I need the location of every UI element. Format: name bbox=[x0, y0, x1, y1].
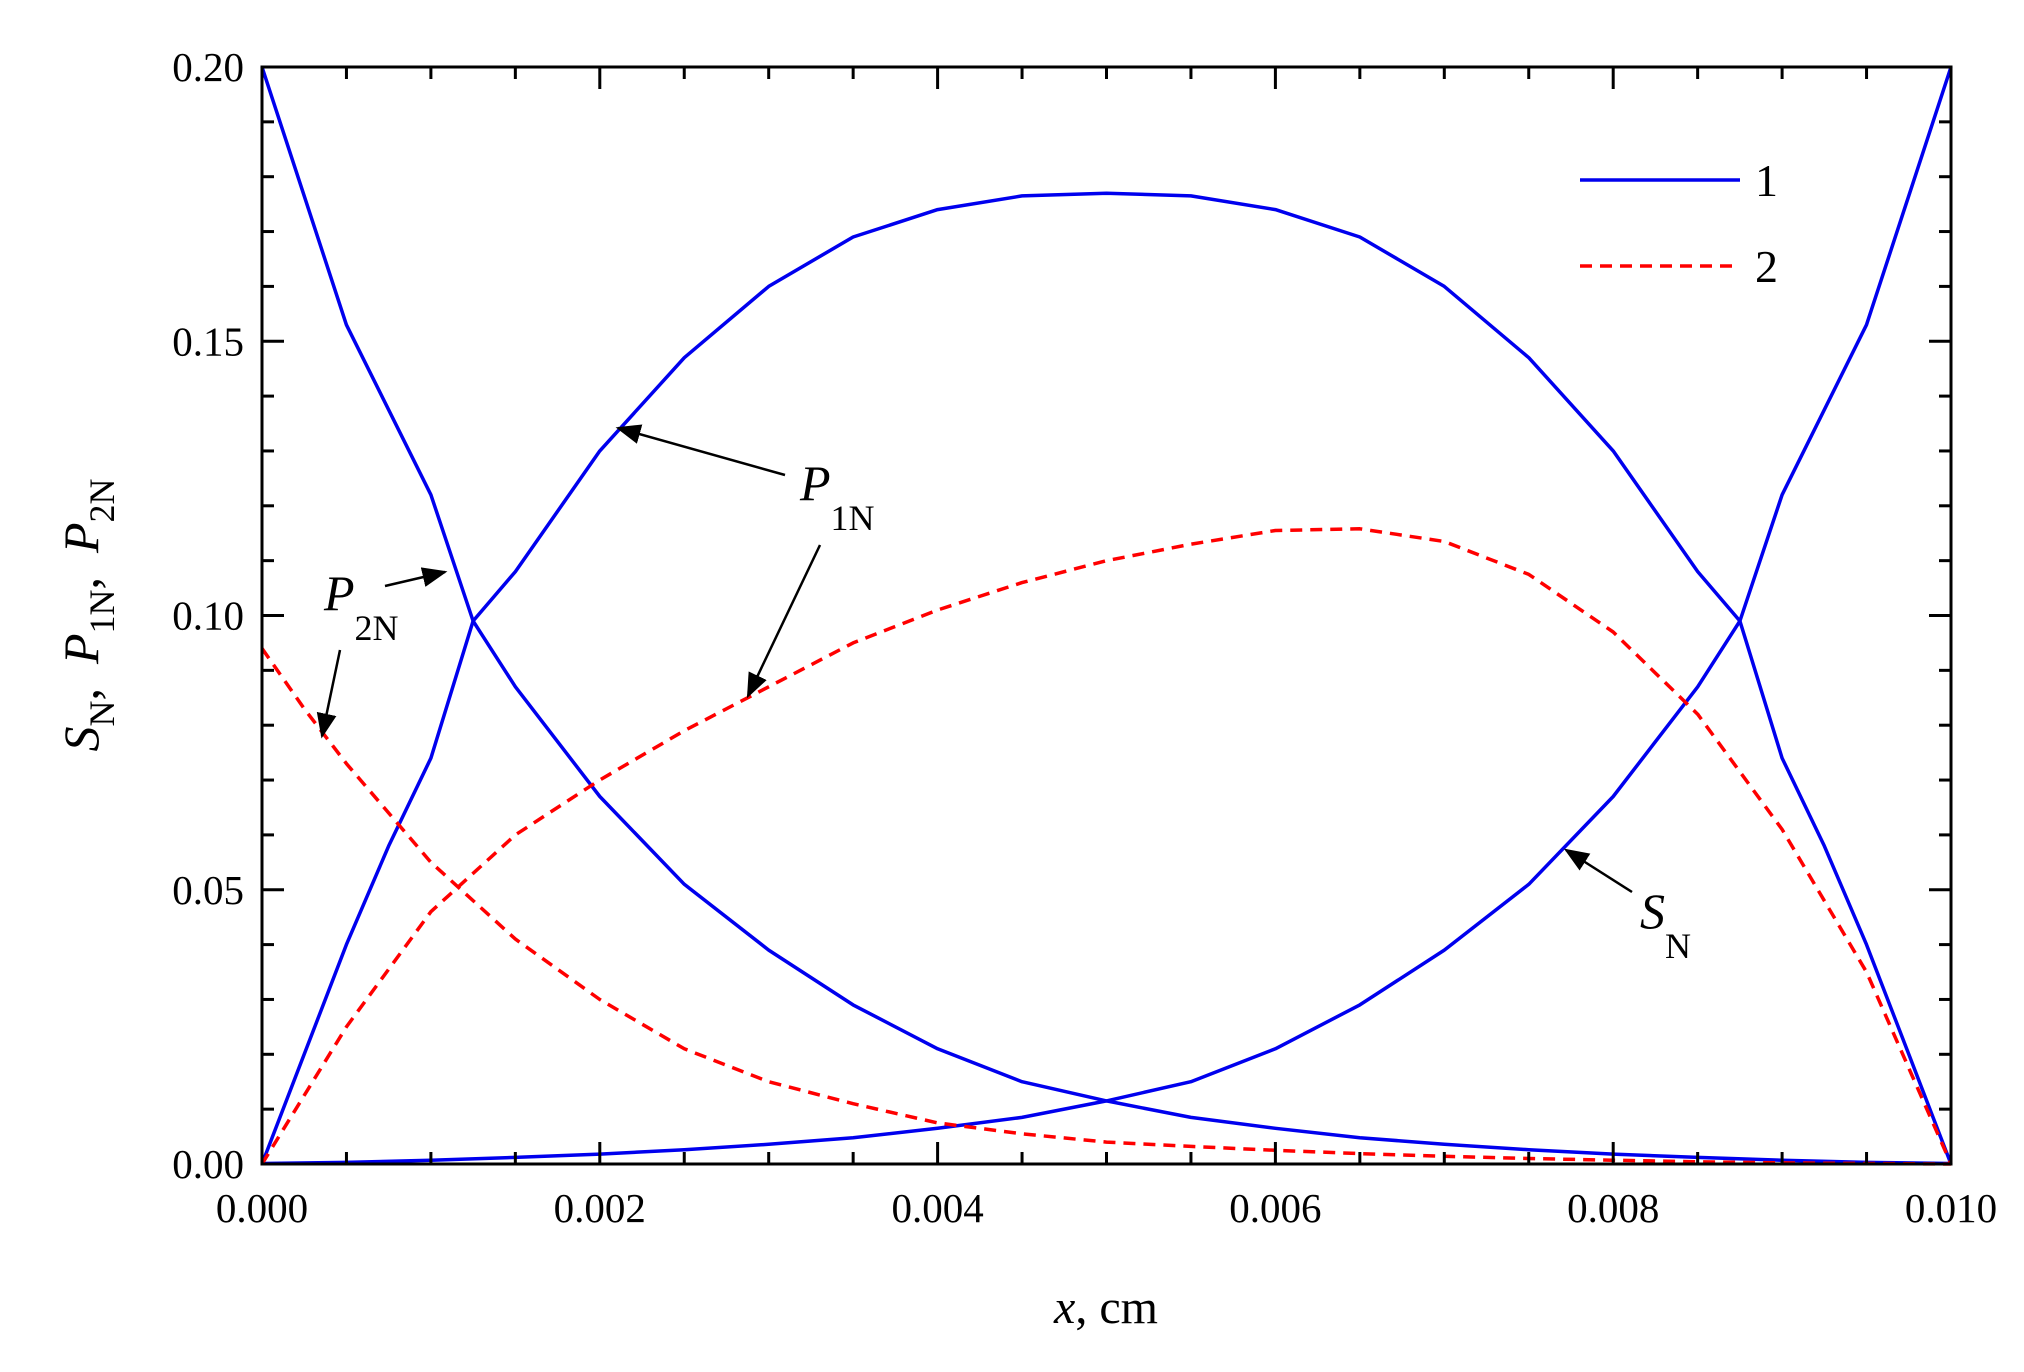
series-line-1 bbox=[260, 66, 1952, 1166]
series-line-3 bbox=[260, 191, 1953, 1165]
y-tick-label: 0.20 bbox=[172, 44, 244, 90]
legend-label-2: 2 bbox=[1755, 241, 1778, 292]
series-line-2 bbox=[261, 66, 1953, 1166]
y-tick-label: 0.05 bbox=[172, 867, 244, 913]
x-tick-label: 0.002 bbox=[554, 1185, 646, 1231]
annotation-arrow-sn bbox=[1563, 848, 1633, 894]
x-tick-label: 0.000 bbox=[216, 1185, 308, 1231]
x-axis-label: x, cm bbox=[1053, 1281, 1158, 1334]
annotation-p2n: P2N bbox=[323, 565, 399, 648]
annotation-sn: SN bbox=[1640, 883, 1691, 966]
annotation-arrow-p1n-upper bbox=[615, 424, 786, 477]
y-tick-label: 0.10 bbox=[172, 593, 244, 639]
y-axis-label: SN,P1N,P2N bbox=[53, 478, 122, 751]
annotation-arrow-p2n-right bbox=[384, 567, 448, 588]
annotation-arrow-p2n-down bbox=[316, 649, 342, 739]
series-line-4 bbox=[260, 647, 1952, 1166]
x-tick-label: 0.006 bbox=[1229, 1185, 1321, 1231]
y-tick-label: 0.00 bbox=[172, 1141, 244, 1187]
series-line-5 bbox=[260, 527, 1953, 1165]
plot-frame bbox=[260, 65, 1953, 1166]
series-layer bbox=[260, 66, 1953, 1166]
ticks-layer: 0.000 0.002 0.004 0.006 0.008 0.010 0.00 0.05 0.… bbox=[172, 44, 1997, 1231]
annotations: P1N P2N SN bbox=[316, 424, 1691, 966]
x-tick-label: 0.008 bbox=[1567, 1185, 1659, 1231]
annotation-p1n: P1N bbox=[799, 455, 875, 538]
legend: 1 2 bbox=[1580, 155, 1778, 292]
x-tick-label: 0.004 bbox=[891, 1185, 983, 1231]
annotation-arrow-p1n-lower bbox=[746, 544, 822, 699]
x-tick-label: 0.010 bbox=[1905, 1185, 1997, 1231]
y-tick-label: 0.15 bbox=[172, 318, 244, 364]
legend-label-1: 1 bbox=[1755, 155, 1778, 206]
